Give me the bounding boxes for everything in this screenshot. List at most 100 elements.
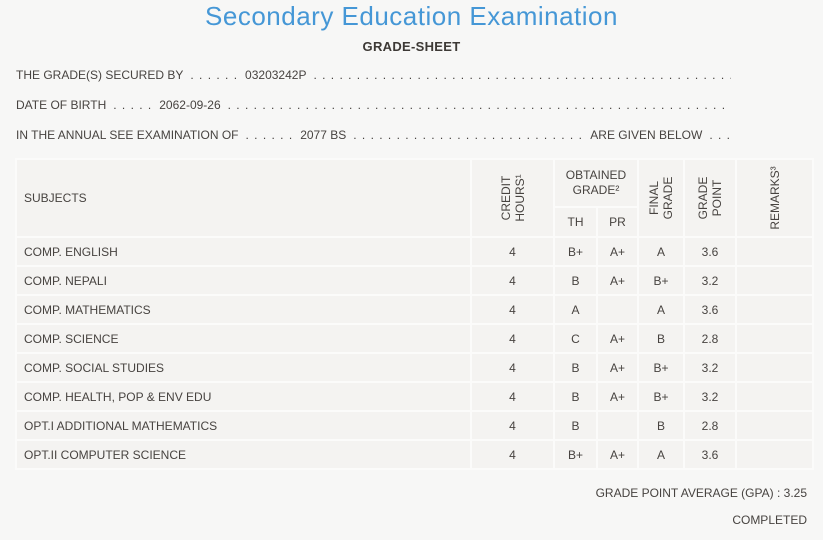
header-obtained-grade: OBTAINED GRADE² [553, 158, 639, 208]
remarks-cell [735, 352, 814, 383]
final-grade-cell: A [637, 236, 685, 267]
final-grade-cell: B [637, 410, 685, 441]
gradesheet-subtitle: GRADE-SHEET [362, 39, 461, 54]
credit-hours-cell: 4 [470, 352, 555, 383]
credit-hours-cell: 4 [470, 381, 555, 412]
table-row: COMP. MATHEMATICS 4 A A 3.6 [15, 294, 814, 325]
grade-point-cell: 2.8 [683, 323, 737, 354]
credit-hours-cell: 4 [470, 294, 555, 325]
header-pr: PR [596, 206, 639, 238]
grades-table-header: SUBJECTS CREDIT HOURS¹ OBTAINED GRADE² F… [15, 158, 814, 238]
gpa-summary: GRADE POINT AVERAGE (GPA) : 3.25 [0, 486, 807, 500]
final-grade-cell: B+ [637, 265, 685, 296]
header-remarks: REMARKS³ [735, 158, 814, 238]
result-summary: GRADE POINT AVERAGE (GPA) : 3.25 COMPLET… [0, 486, 823, 527]
grade-point-cell: 3.6 [683, 294, 737, 325]
info-section: THE GRADE(S) SECURED BY . . . . . . 032032… [16, 68, 731, 142]
remarks-cell [735, 439, 814, 470]
credit-hours-cell: 4 [470, 439, 555, 470]
completion-status: COMPLETED [732, 513, 807, 527]
table-row: COMP. ENGLISH 4 B+ A+ A 3.6 [15, 236, 814, 267]
info-line-value: 2077 BS [300, 128, 347, 142]
header-remarks-label: REMARKS³ [767, 166, 782, 230]
subject-cell: COMP. SCIENCE [15, 323, 472, 354]
table-row: COMP. SCIENCE 4 C A+ B 2.8 [15, 323, 814, 354]
header-credit-hours: CREDIT HOURS¹ [470, 158, 555, 238]
final-grade-cell: A [637, 439, 685, 470]
grades-table: SUBJECTS CREDIT HOURS¹ OBTAINED GRADE² F… [15, 158, 814, 470]
header-th: TH [553, 206, 598, 238]
final-grade-cell: B+ [637, 352, 685, 383]
info-line-label: THE GRADE(S) SECURED BY [16, 68, 184, 82]
gpa-value: 3.25 [783, 486, 807, 500]
subject-cell: OPT.I ADDITIONAL MATHEMATICS [15, 410, 472, 441]
pr-grade-cell: A+ [596, 265, 639, 296]
pr-grade-cell: A+ [596, 352, 639, 383]
info-line-fill-dots: . . . . . . . . . . . . . . . . . . . . … [227, 98, 731, 112]
info-line-label: IN THE ANNUAL SEE EXAMINATION OF [16, 128, 239, 142]
remarks-cell [735, 265, 814, 296]
remarks-cell [735, 381, 814, 412]
info-line-label: DATE OF BIRTH [16, 98, 107, 112]
th-grade-cell: B [553, 265, 598, 296]
pr-grade-cell: A+ [596, 236, 639, 267]
credit-hours-cell: 4 [470, 323, 555, 354]
info-line-value: 2062-09-26 [159, 98, 221, 112]
final-grade-cell: B [637, 323, 685, 354]
remarks-cell [735, 236, 814, 267]
header-credit-hours-label: CREDIT HOURS¹ [498, 174, 527, 222]
th-grade-cell: C [553, 323, 598, 354]
remarks-cell [735, 294, 814, 325]
grades-table-body: COMP. ENGLISH 4 B+ A+ A 3.6 COMP. NEPALI 4 B A+ B+… [15, 236, 814, 470]
remarks-cell [735, 323, 814, 354]
table-row: COMP. NEPALI 4 B A+ B+ 3.2 [15, 265, 814, 296]
table-row: OPT.II COMPUTER SCIENCE 4 B+ A+ A 3.6 [15, 439, 814, 470]
subject-cell: COMP. SOCIAL STUDIES [15, 352, 472, 383]
grade-point-cell: 2.8 [683, 410, 737, 441]
subject-cell: COMP. HEALTH, POP & ENV EDU [15, 381, 472, 412]
info-line-dots: . . . . . . [190, 68, 239, 82]
subject-cell: COMP. MATHEMATICS [15, 294, 472, 325]
pr-grade-cell [596, 294, 639, 325]
header-final-grade: FINAL GRADE [637, 158, 685, 238]
info-line-fill-dots: . . . . . . . . . . . . . . . . . . . . … [313, 68, 731, 82]
remarks-cell [735, 410, 814, 441]
header-subjects: SUBJECTS [15, 158, 472, 238]
credit-hours-cell: 4 [470, 236, 555, 267]
pr-grade-cell: A+ [596, 439, 639, 470]
th-grade-cell: B [553, 352, 598, 383]
th-grade-cell: B+ [553, 236, 598, 267]
grade-point-cell: 3.6 [683, 439, 737, 470]
gpa-label: GRADE POINT AVERAGE (GPA) : [595, 486, 781, 500]
info-line: DATE OF BIRTH . . . . . 2062-09-26 . . . . … [16, 98, 731, 112]
info-line-dots: . . . . . [113, 98, 153, 112]
pr-grade-cell [596, 410, 639, 441]
subject-cell: COMP. NEPALI [15, 265, 472, 296]
th-grade-cell: B+ [553, 439, 598, 470]
grade-point-cell: 3.6 [683, 236, 737, 267]
header-grade-point-label: GRADE POINT [696, 176, 724, 220]
th-grade-cell: B [553, 410, 598, 441]
final-grade-cell: A [637, 294, 685, 325]
grade-point-cell: 3.2 [683, 352, 737, 383]
info-line: IN THE ANNUAL SEE EXAMINATION OF . . . . … [16, 128, 731, 142]
credit-hours-cell: 4 [470, 265, 555, 296]
grade-point-cell: 3.2 [683, 265, 737, 296]
subject-cell: OPT.II COMPUTER SCIENCE [15, 439, 472, 470]
info-line-dots: . . . . . . [245, 128, 294, 142]
table-row: COMP. SOCIAL STUDIES 4 B A+ B+ 3.2 [15, 352, 814, 383]
info-line: THE GRADE(S) SECURED BY . . . . . . 032032… [16, 68, 731, 82]
final-grade-cell: B+ [637, 381, 685, 412]
header-final-grade-label: FINAL GRADE [647, 176, 675, 220]
header-grade-point: GRADE POINT [683, 158, 737, 238]
credit-hours-cell: 4 [470, 410, 555, 441]
th-grade-cell: B [553, 381, 598, 412]
pr-grade-cell: A+ [596, 381, 639, 412]
grade-point-cell: 3.2 [683, 381, 737, 412]
info-line-value: 03203242P [245, 68, 307, 82]
table-row: OPT.I ADDITIONAL MATHEMATICS 4 B B 2.8 [15, 410, 814, 441]
info-line-end-dots: . . . [709, 128, 731, 142]
page-title: Secondary Education Examination [205, 1, 618, 31]
subject-cell: COMP. ENGLISH [15, 236, 472, 267]
